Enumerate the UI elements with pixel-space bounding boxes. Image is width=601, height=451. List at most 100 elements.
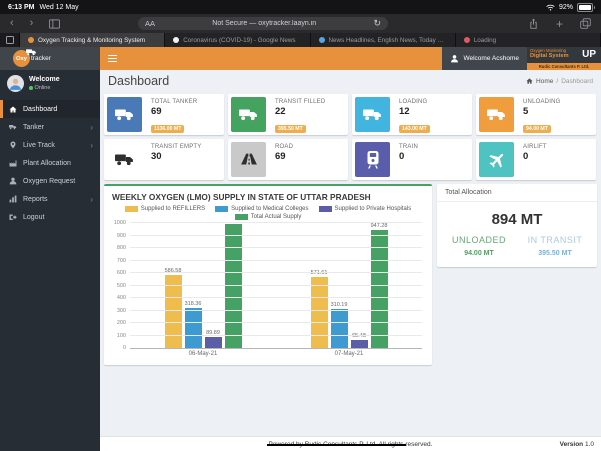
tab-favicon-icon [173,37,180,43]
legend-item[interactable]: Supplied to REFILLERS [124,206,205,212]
legend-item[interactable]: Supplied to Private Hospitals [318,206,411,212]
header-user[interactable]: Welcome Acshome [442,47,527,70]
hamburger-menu-icon[interactable] [108,55,117,64]
chart-bar [310,276,328,348]
tab-favicon-icon [463,37,470,43]
truck-icon [479,97,514,132]
footer-version: Version 1.0 [559,440,594,448]
welcome-user-label: Welcome Acshome [463,55,519,62]
sidebar-user-panel: Welcome Online [0,70,100,97]
stat-label: TRANSIT FILLED [275,99,326,105]
app-header: Oxy tracker Welcome Acshome Oxygen Monit… [0,47,601,70]
stat-card-total-tanker: TOTAL TANKER 69 1136.00 MT [104,94,224,135]
footer-powered-rest: reserved. [403,440,433,448]
legend-item[interactable]: Total Actual Supply [234,214,301,220]
sidebar-item-reports[interactable]: Reports › [0,190,100,208]
breadcrumb-current: Dashboard [561,77,593,85]
bar-value-label: 89.89 [206,329,220,336]
sidebar-item-label: Logout [23,213,45,221]
stat-badge: 395.50 MT [275,125,306,133]
app-logo[interactable]: Oxy tracker [0,47,100,70]
reload-icon[interactable]: ↻ [373,18,381,28]
app-footer: Powered by Rudic Consultants P. Ltd. All… [100,436,601,451]
map-marker-icon [9,141,18,149]
sidebar-item-plant-allocation[interactable]: Plant Allocation [0,154,100,172]
legend-swatch-icon [124,206,138,212]
sidebar-item-tanker[interactable]: Tanker › [0,118,100,136]
x-axis-label: 06-May-21 [188,351,218,357]
stat-cards: TOTAL TANKER 69 1136.00 MT TRANSIT FILLED 22… [100,92,601,180]
allocation-unloaded: UNLOADED 94.00 MT [441,235,517,257]
sidebar-item-logout[interactable]: Logout [0,208,100,226]
chart-icon [9,195,18,203]
x-axis-label: 07-May-21 [334,351,364,357]
reading-sidebar-icon[interactable] [49,18,61,29]
brand-line1: Oxygen Monitoring [530,48,567,53]
chart-bar [184,308,202,348]
page-title: Dashboard [108,74,170,88]
footer-powered-struck: Powered by Rudic Consultants P. Ltd. All… [268,440,404,448]
stat-value: 0 [399,151,405,162]
stat-value: 12 [399,106,410,117]
person-icon [451,55,459,63]
sidebar-nav: Dashboard Tanker › Live Track › Plant Allocat… [0,100,100,226]
bar-value-label: 65.48 [352,332,366,339]
browser-tab[interactable]: Oxygen Tracking & Monitoring System [20,33,166,47]
sidebar-item-live-track[interactable]: Live Track › [0,136,100,154]
breadcrumb-home[interactable]: Home [536,77,554,85]
stat-card-transit-filled: TRANSIT FILLED 22 395.50 MT [228,94,348,135]
unloaded-value: 94.00 MT [464,250,494,257]
chevron-right-icon: › [90,140,93,150]
new-tab-button[interactable]: + [555,16,563,31]
tab-overview-button[interactable] [0,33,20,47]
sign-out-icon [9,214,18,221]
brand-abbr: UP [582,48,596,60]
address-bar[interactable]: AA Not Secure — oxytracker.laayn.in ↻ [138,17,388,30]
stat-value: 30 [151,151,162,162]
stat-badge: 1136.00 MT [151,125,185,133]
date: Wed 12 May [39,3,79,11]
tab-favicon-icon [318,37,325,43]
browser-tab[interactable]: News Headlines, English News, Today Head… [310,33,456,47]
brand-logo: Oxygen Monitoring Digital System UP Rudi… [527,47,601,70]
legend-swatch-icon [318,206,332,212]
sidebar-item-dashboard[interactable]: Dashboard [0,100,100,118]
total-allocation-card: Total Allocation 894 MT UNLOADED 94.00 M… [437,184,597,267]
chart-title: WEEKLY OXYGEN (LMO) SUPPLY IN STATE OF U… [112,192,371,202]
browser-tab[interactable]: Loading [455,33,601,47]
in-transit-value: 395.50 MT [538,250,572,257]
bar-value-label: 318.36 [184,301,202,308]
chart-bar [350,339,368,348]
tabs-icon[interactable] [580,18,591,29]
sidebar-item-label: Reports [23,195,48,203]
legend-item[interactable]: Supplied to Medical Colleges [215,206,309,212]
share-icon[interactable] [528,18,539,29]
allocation-title: Total Allocation [437,184,597,202]
stat-badge: 94.00 MT [523,125,551,133]
stat-card-unloading: UNLOADING 5 94.00 MT [476,94,596,135]
sidebar-item-oxygen-request[interactable]: Oxygen Request [0,172,100,190]
chart-plot: 586.58318.3689.89571.61310.1965.48947.28… [114,220,422,351]
chart-bar [330,309,348,348]
sidebar-item-label: Oxygen Request [23,177,76,185]
in-transit-label: IN TRANSIT [527,235,583,245]
breadcrumb: Home / Dashboard [526,78,593,85]
browser-tab[interactable]: Coronavirus (COVID-19) - Google News [165,33,311,47]
road-icon [231,142,266,177]
reader-button[interactable]: AA [145,19,156,28]
status-left: 6:13 PM Wed 12 May [8,4,79,11]
battery-percent: 92% [558,3,573,11]
forward-button[interactable]: › [29,17,34,29]
status-bar: 6:13 PM Wed 12 May 92% [0,0,601,14]
back-button[interactable]: ‹ [10,17,14,29]
train-icon [355,142,390,177]
legend-swatch-icon [215,206,229,212]
truck-icon [107,97,142,132]
stat-label: AIRLIFT [523,144,547,150]
online-dot-icon [29,86,33,90]
stat-value: 5 [523,106,529,117]
avatar [7,75,24,92]
url-text[interactable]: Not Secure — oxytracker.laayn.in [212,20,317,27]
stat-label: UNLOADING [523,99,561,105]
